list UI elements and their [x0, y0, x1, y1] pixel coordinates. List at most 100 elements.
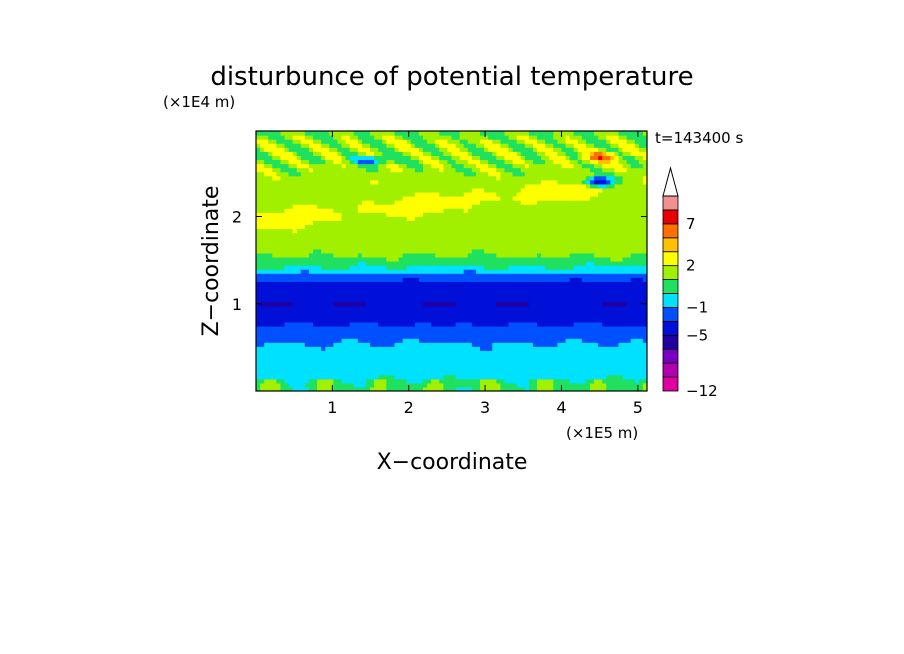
heatmap-cell — [549, 232, 554, 238]
heatmap-cell — [622, 196, 628, 201]
heatmap-cell — [431, 374, 436, 380]
heatmap-cell — [496, 362, 501, 368]
heatmap-cell — [418, 289, 424, 295]
heatmap-cell — [439, 297, 444, 303]
heatmap-cell — [349, 330, 355, 335]
heatmap-cell — [545, 187, 550, 193]
heatmap-cell — [353, 236, 359, 242]
heatmap-cell — [256, 366, 261, 372]
heatmap-cell — [398, 252, 404, 258]
heatmap-cell — [382, 293, 387, 299]
heatmap-cell — [276, 293, 282, 299]
heatmap-cell — [427, 305, 432, 311]
heatmap-cell — [480, 326, 485, 331]
heatmap-cell — [471, 386, 477, 391]
heatmap-cell — [638, 350, 644, 356]
heatmap-cell — [589, 256, 595, 262]
heatmap-cell — [341, 317, 347, 323]
heatmap-cell — [256, 342, 261, 347]
heatmap-cell — [406, 305, 412, 311]
heatmap-cell — [374, 261, 379, 266]
heatmap-cell — [471, 183, 477, 189]
heatmap-cell — [427, 378, 432, 384]
heatmap-cell — [471, 204, 477, 209]
heatmap-cell — [512, 200, 518, 205]
heatmap-cell — [300, 224, 306, 230]
heatmap-cell — [361, 330, 367, 335]
heatmap-cell — [422, 269, 428, 274]
heatmap-cell — [260, 374, 265, 380]
heatmap-cell — [451, 362, 457, 368]
heatmap-cell — [618, 252, 624, 258]
heatmap-cell — [520, 232, 526, 238]
heatmap-cell — [402, 281, 408, 286]
heatmap-cell — [439, 236, 444, 242]
heatmap-cell — [642, 309, 647, 315]
heatmap-cell — [406, 301, 412, 307]
heatmap-cell — [268, 269, 273, 274]
heatmap-cell — [333, 366, 339, 372]
heatmap-cell — [585, 297, 591, 303]
heatmap-cell — [520, 305, 526, 311]
heatmap-cell — [459, 289, 465, 295]
heatmap-cell — [630, 289, 636, 295]
heatmap-cell — [308, 354, 314, 360]
heatmap-cell — [427, 362, 432, 368]
heatmap-cell — [345, 216, 351, 221]
heatmap-cell — [341, 326, 347, 331]
heatmap-cell — [292, 370, 298, 376]
heatmap-cell — [532, 378, 538, 384]
heatmap-cell — [524, 338, 530, 343]
heatmap-cell — [606, 191, 611, 197]
heatmap-cell — [459, 240, 465, 246]
heatmap-cell — [341, 256, 347, 262]
heatmap-cell — [471, 224, 477, 230]
heatmap-cell — [394, 346, 400, 351]
heatmap-cell — [357, 204, 363, 209]
heatmap-cell — [553, 313, 558, 319]
heatmap-cell — [357, 382, 363, 388]
heatmap-cell — [394, 362, 400, 368]
heatmap-cell — [545, 362, 550, 368]
heatmap-cell — [280, 330, 286, 335]
heatmap-cell — [378, 309, 383, 315]
heatmap-cell — [606, 261, 611, 266]
heatmap-cell — [349, 378, 355, 384]
heatmap-cell — [508, 281, 514, 286]
heatmap-cell — [630, 297, 636, 303]
heatmap-cell — [443, 366, 449, 372]
heatmap-cell — [280, 228, 286, 234]
heatmap-cell — [488, 366, 493, 372]
heatmap-cell — [317, 309, 322, 315]
heatmap-cell — [504, 265, 510, 270]
heatmap-cell — [398, 220, 404, 226]
heatmap-cell — [512, 293, 518, 299]
heatmap-cell — [642, 305, 647, 311]
heatmap-cell — [532, 362, 538, 368]
heatmap-cell — [642, 370, 647, 376]
heatmap-cell — [325, 204, 330, 209]
heatmap-cell — [353, 240, 359, 246]
heatmap-cell — [541, 212, 546, 217]
heatmap-cell — [630, 374, 636, 380]
heatmap-cell — [630, 309, 636, 315]
heatmap-cell — [325, 228, 330, 234]
heatmap-cell — [602, 370, 607, 376]
heatmap-cell — [370, 252, 375, 258]
heatmap-cell — [378, 183, 383, 189]
heatmap-cell — [471, 305, 477, 311]
heatmap-cell — [630, 252, 636, 258]
heatmap-cell — [268, 216, 273, 221]
heatmap-cell — [577, 204, 583, 209]
heatmap-cell — [614, 386, 620, 391]
heatmap-cell — [394, 216, 400, 221]
heatmap-cell — [549, 244, 554, 250]
heatmap-cell — [528, 326, 534, 331]
heatmap-cell — [512, 244, 518, 250]
heatmap-cell — [549, 321, 554, 327]
heatmap-cell — [610, 326, 616, 331]
heatmap-cell — [329, 334, 334, 339]
heatmap-cell — [557, 346, 563, 351]
heatmap-cell — [520, 293, 526, 299]
heatmap-cell — [390, 334, 396, 339]
